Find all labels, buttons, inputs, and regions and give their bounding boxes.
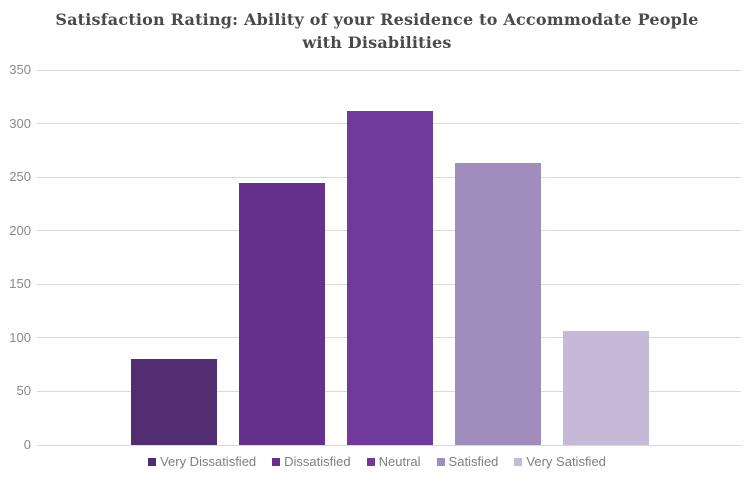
- chart-title: Satisfaction Rating: Ability of your Res…: [0, 8, 754, 54]
- y-tick-label-100: 100: [9, 329, 31, 345]
- gridline-350: [37, 69, 741, 71]
- legend-item-satisfied: Satisfied: [436, 454, 499, 469]
- legend-label-dissatisfied: Dissatisfied: [284, 454, 351, 469]
- legend-marker-satisfied: [436, 457, 445, 466]
- legend-item-very-satisfied: Very Satisfied: [514, 454, 606, 469]
- y-tick-label-50: 50: [16, 383, 31, 399]
- bar-very-dissatisfied: [131, 359, 217, 445]
- y-tick-label-300: 300: [9, 115, 31, 131]
- legend-label-neutral: Neutral: [378, 454, 421, 469]
- legend-label-satisfied: Satisfied: [448, 454, 499, 469]
- bar-very-satisfied: [563, 331, 649, 445]
- legend-label-very-satisfied: Very Satisfied: [526, 454, 606, 469]
- plot-area: [37, 69, 741, 446]
- y-tick-label-150: 150: [9, 276, 31, 292]
- legend-marker-very-satisfied: [514, 457, 523, 466]
- gridline-0: [37, 444, 741, 446]
- y-tick-label-0: 0: [23, 437, 31, 452]
- legend-item-dissatisfied: Dissatisfied: [272, 454, 351, 469]
- legend-item-neutral: Neutral: [366, 454, 421, 469]
- y-tick-label-350: 350: [9, 62, 31, 77]
- legend-item-very-dissatisfied: Very Dissatisfied: [148, 454, 256, 469]
- legend: Very Dissatisfied Dissatisfied Neutral Sati…: [0, 454, 754, 469]
- y-axis-labels: 0 50 100 150 200 250 300 350: [0, 62, 31, 452]
- y-tick-label-200: 200: [9, 222, 31, 238]
- bar-satisfied: [455, 163, 541, 445]
- bar-dissatisfied: [239, 182, 325, 445]
- legend-marker-neutral: [366, 457, 375, 466]
- chart-title-line-2: with Disabilities: [302, 33, 452, 52]
- y-tick-label-250: 250: [9, 169, 31, 185]
- bar-neutral: [347, 110, 433, 445]
- legend-label-very-dissatisfied: Very Dissatisfied: [160, 454, 257, 469]
- legend-marker-dissatisfied: [272, 457, 281, 466]
- chart-title-line-1: Satisfaction Rating: Ability of your Res…: [55, 10, 699, 29]
- legend-marker-very-dissatisfied: [148, 457, 157, 466]
